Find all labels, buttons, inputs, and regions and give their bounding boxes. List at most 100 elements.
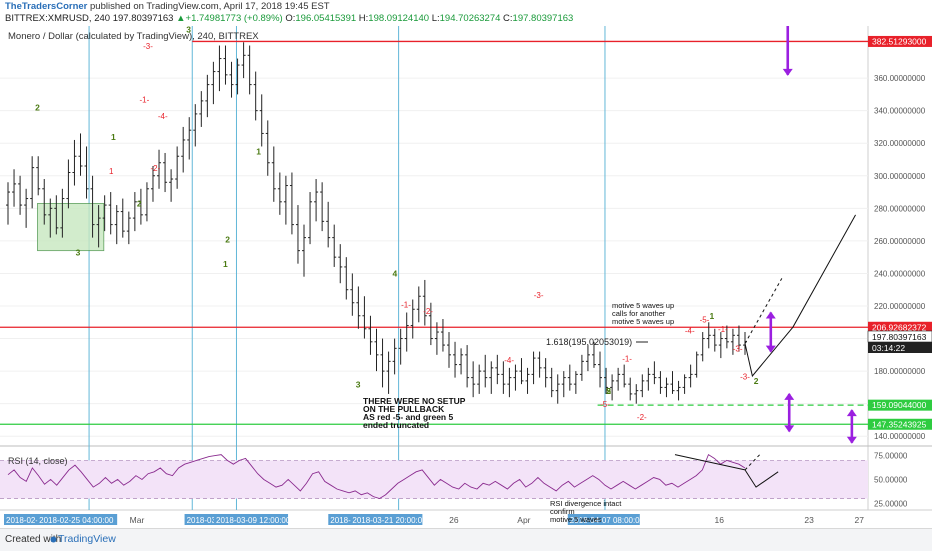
rsi-divergence-line (674, 454, 746, 471)
ohlc-bar (416, 286, 421, 323)
red-wave-label: -1- (139, 96, 149, 105)
ohlc-bar (598, 351, 603, 388)
ohlc-bar (108, 192, 113, 235)
close-label: C: (503, 13, 513, 24)
footer-bar: Created with TradingView (0, 528, 932, 551)
ohlc-bar (169, 169, 174, 202)
red-wave-label: -1- (401, 301, 411, 310)
purple-arrow-head (846, 436, 857, 444)
green-wave-label: 5 (606, 386, 611, 396)
ohlc-bar (205, 74, 210, 118)
tradingview-link[interactable]: TradingView (58, 533, 116, 545)
open-label: O: (285, 13, 296, 24)
ohlc-bar (338, 244, 343, 284)
ohlc-bar (326, 201, 331, 248)
ohlc-bar (537, 351, 542, 378)
green-wave-label: 2 (137, 199, 142, 209)
chart-area[interactable]: -3- -1- -4- -2- -1- -2- -3- -4- -1- -2- -5- -3- -4- -… (0, 25, 932, 528)
ohlc-bar (163, 152, 168, 193)
red-wave-label: -1- (622, 354, 632, 363)
ohlc-bar (60, 188, 65, 238)
rsi-tick-label: 75.00000 (874, 452, 908, 461)
red-wave-label: -2- (423, 307, 433, 316)
ohlc-bar (48, 198, 53, 238)
price-tick-label: 140.00000000 (874, 432, 926, 441)
ohlc-bar (428, 302, 433, 346)
ohlc-bar (187, 117, 192, 160)
time-tick-label: 27 (855, 515, 865, 525)
ohlc-bar (434, 322, 439, 355)
ohlc-bar (30, 156, 35, 209)
ohlc-bar (495, 354, 500, 385)
rsi-projection (744, 469, 779, 488)
ohlc-bar (181, 126, 186, 173)
ohlc-bar (277, 172, 282, 215)
ohlc-bar (132, 192, 137, 232)
ohlc-bar (561, 371, 566, 398)
ohlc-bar (634, 384, 639, 404)
rsi-annotation-2: confirm (550, 507, 575, 516)
ohlc-bar (265, 120, 270, 176)
ohlc-bar (706, 322, 711, 349)
ohlc-bar (610, 374, 615, 401)
rsi-tick-label: 25.00000 (874, 499, 908, 508)
low-value: 194.70263274 (439, 13, 501, 24)
ohlc-bar (525, 367, 530, 394)
rsi-line[interactable] (7, 453, 746, 500)
time-highlight-label: 2018-03-09 12:00:00 (216, 516, 291, 525)
ohlc-bar (211, 61, 216, 105)
time-highlight-box (328, 514, 361, 525)
ohlc-bar (688, 364, 693, 388)
high-value: 198.09124140 (368, 13, 430, 24)
ohlc-bar (483, 354, 488, 388)
green-wave-label: 2 (35, 103, 40, 113)
chart-svg[interactable]: -3--1--4--2--1--2--3--4- -1--2--5--3--4- -… (0, 25, 932, 528)
time-highlight-label: 2018-03-1 (330, 516, 367, 525)
ohlc-bar (96, 205, 101, 248)
ohlc-bar (120, 198, 125, 238)
ohlc-bar (332, 224, 337, 267)
green-wave-label: 1 (256, 147, 261, 157)
red-wave-label: -4- (685, 327, 695, 336)
ohlc-bar (519, 358, 524, 385)
fib-label: 1.618(195.02053019) (546, 337, 632, 347)
ohlc-bar (579, 354, 584, 381)
level-price-box (868, 418, 932, 430)
rsi-annotation-1: RSI divergence intact (550, 499, 622, 508)
ohlc-bar (453, 341, 458, 378)
purple-arrow-head (765, 311, 776, 319)
price-tick-label: 220.00000000 (874, 302, 926, 311)
high-label: H: (358, 13, 369, 24)
ohlc-bar (386, 351, 391, 394)
ohlc-bar (368, 315, 373, 355)
ohlc-bar (700, 332, 705, 362)
ohlc-bar (549, 367, 554, 398)
price-tick-label: 280.00000000 (874, 204, 926, 213)
ohlc-bar (66, 159, 71, 209)
ohlc-bar (78, 133, 83, 176)
ohlc-bar (241, 42, 246, 79)
last-price-axis-label: 197.80397163 (872, 332, 927, 342)
ohlc-bar (344, 257, 349, 300)
ohlc-bar (718, 332, 723, 359)
price-pane[interactable] (0, 26, 868, 446)
level-price-label: 159.09044000 (872, 400, 927, 410)
motive-line-3: motive 5 waves up (612, 317, 674, 326)
time-highlight-label: 2018-03-21 20:00:00 (352, 516, 427, 525)
countdown-label: 03:14:22 (872, 343, 905, 353)
ohlc-bar (308, 192, 313, 245)
time-highlight-label: 2018-04-07 08:00:00 (570, 516, 645, 525)
ohlc-bar (302, 224, 307, 277)
price-tick-label: 240.00000000 (874, 269, 926, 278)
green-wave-label: 2 (225, 235, 230, 245)
ohlc-bar (622, 364, 627, 388)
price-tick-label: 260.00000000 (874, 237, 926, 246)
price-chart-title: Monero / Dollar (calculated by TradingVi… (8, 31, 259, 42)
time-highlight-box (4, 514, 38, 525)
countdown-box (868, 342, 932, 353)
ohlc-bar (199, 91, 204, 127)
author-link[interactable]: TheTradersCorner (5, 1, 88, 12)
open-value: 196.05415391 (295, 13, 357, 24)
level-price-label: 147.35243925 (872, 419, 927, 429)
last-price: 197.80397163 (112, 13, 174, 24)
